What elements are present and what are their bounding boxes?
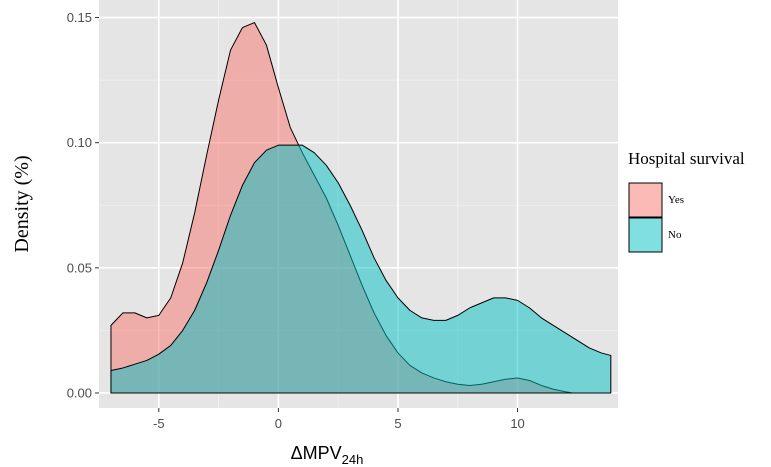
x-axis-title-main: ΔMPV: [291, 443, 342, 463]
y-axis-title: Density (%): [11, 155, 33, 252]
legend-swatch-no: [628, 217, 663, 253]
y-tick-label: 0.15: [67, 10, 92, 25]
x-tick-label: -5: [153, 416, 165, 431]
density-area-no: [110, 144, 612, 394]
x-tick-label: 0: [275, 416, 282, 431]
legend-label-yes: Yes: [668, 194, 684, 206]
legend-title: Hospital survival: [628, 149, 745, 168]
x-axis-title: ΔMPV24h: [291, 443, 364, 467]
x-axis-title-subscript: 24h: [342, 452, 364, 467]
y-tick-label: 0.05: [67, 260, 92, 275]
legend-swatch-yes: [628, 182, 663, 218]
x-tick-label: 10: [510, 416, 524, 431]
y-tick-label: 0.10: [67, 135, 92, 150]
x-axis-ticks: -5 0 5 10: [153, 408, 525, 431]
x-tick-label: 5: [394, 416, 401, 431]
y-tick-label: 0.00: [67, 385, 92, 400]
legend: Hospital survival Yes No: [628, 149, 745, 253]
density-areas: [110, 22, 612, 394]
legend-label-no: No: [668, 229, 682, 241]
y-axis-ticks: 0.00 0.05 0.10 0.15: [67, 10, 99, 400]
